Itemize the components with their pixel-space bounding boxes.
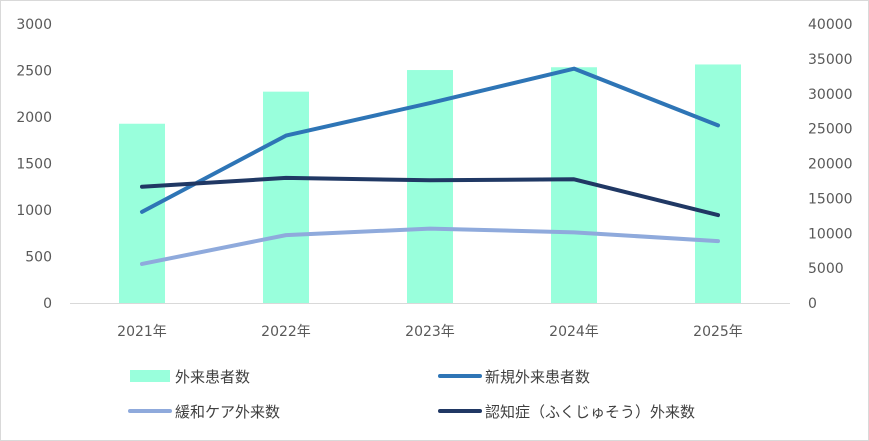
- left-axis-tick-label: 2500: [16, 64, 52, 80]
- right-axis-tick-label: 25000: [808, 122, 853, 138]
- legend-label: 外来患者数: [175, 368, 250, 386]
- series-line: [140, 175, 720, 218]
- right-axis-tick-label: 35000: [808, 52, 853, 68]
- right-axis-tick-label: 5000: [808, 261, 844, 277]
- right-axis-tick-label: 10000: [808, 226, 853, 242]
- left-axis-tick-label: 500: [25, 250, 52, 266]
- x-axis-tick-label: 2024年: [549, 324, 599, 340]
- legend-label: 認知症（ふくじゅそう）外来数: [485, 403, 695, 421]
- right-axis-tick-label: 0: [808, 296, 817, 312]
- left-axis-tick-label: 1000: [16, 203, 52, 219]
- x-axis-tick-label: 2025年: [693, 324, 743, 340]
- x-axis-tick-label: 2022年: [261, 324, 311, 340]
- right-axis-tick-label: 30000: [808, 87, 853, 103]
- left-axis-tick-label: 2000: [16, 110, 52, 126]
- bar: [407, 70, 453, 303]
- x-axis-tick-label: 2023年: [405, 324, 455, 340]
- left-axis-tick-label: 1500: [16, 157, 52, 173]
- right-axis-tick-label: 20000: [808, 157, 853, 173]
- x-axis-tick-label: 2021年: [117, 324, 167, 340]
- right-axis-tick-label: 40000: [808, 17, 853, 33]
- bar: [263, 91, 309, 303]
- bar: [695, 64, 741, 303]
- series-line: [140, 226, 720, 266]
- legend-swatch: [130, 370, 170, 382]
- legend-label: 緩和ケア外来数: [175, 403, 280, 421]
- legend-label: 新規外来患者数: [485, 368, 590, 386]
- left-axis-tick-label: 0: [43, 296, 52, 312]
- left-axis-tick-label: 3000: [16, 17, 52, 33]
- right-axis-tick-label: 15000: [808, 191, 853, 207]
- series-line: [140, 66, 720, 214]
